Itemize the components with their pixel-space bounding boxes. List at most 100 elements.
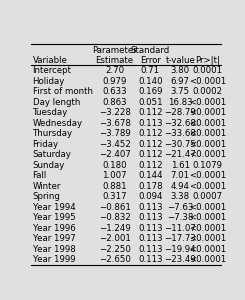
Text: 0.71: 0.71 xyxy=(141,66,160,75)
Text: <0.0001: <0.0001 xyxy=(189,255,226,264)
Text: −3.789: −3.789 xyxy=(99,129,131,138)
Text: Holiday: Holiday xyxy=(33,76,65,85)
Text: Variable: Variable xyxy=(33,56,67,64)
Text: Winter: Winter xyxy=(33,182,61,191)
Text: 0.180: 0.180 xyxy=(102,161,127,170)
Text: 0.112: 0.112 xyxy=(138,108,163,117)
Text: −3.228: −3.228 xyxy=(99,108,131,117)
Text: Standard: Standard xyxy=(131,46,170,56)
Text: 7.01: 7.01 xyxy=(171,171,190,180)
Text: 0.112: 0.112 xyxy=(138,129,163,138)
Text: <0.0001: <0.0001 xyxy=(189,140,226,149)
Text: −3.452: −3.452 xyxy=(99,140,131,149)
Text: Spring: Spring xyxy=(33,192,61,201)
Text: 0.113: 0.113 xyxy=(138,224,163,233)
Text: 0.113: 0.113 xyxy=(138,203,163,212)
Text: <0.0001: <0.0001 xyxy=(189,245,226,254)
Text: Tuesday: Tuesday xyxy=(33,108,68,117)
Text: 0.113: 0.113 xyxy=(138,245,163,254)
Text: −2.001: −2.001 xyxy=(99,234,131,243)
Text: 0.051: 0.051 xyxy=(138,98,163,106)
Text: 0.1079: 0.1079 xyxy=(192,161,222,170)
Text: Parameter: Parameter xyxy=(92,46,137,56)
Text: −23.49: −23.49 xyxy=(164,255,196,264)
Text: Fall: Fall xyxy=(33,171,47,180)
Text: Year 1996: Year 1996 xyxy=(33,224,75,233)
Text: 0.881: 0.881 xyxy=(102,182,127,191)
Text: Estimate: Estimate xyxy=(96,56,134,64)
Text: Intercept: Intercept xyxy=(33,66,72,75)
Text: 0.178: 0.178 xyxy=(138,182,163,191)
Text: 0.113: 0.113 xyxy=(138,255,163,264)
Text: Sunday: Sunday xyxy=(33,161,65,170)
Text: −11.07: −11.07 xyxy=(164,224,196,233)
Text: −19.94: −19.94 xyxy=(165,245,196,254)
Text: −3.678: −3.678 xyxy=(99,118,131,127)
Text: Year 1999: Year 1999 xyxy=(33,255,75,264)
Text: 3.38: 3.38 xyxy=(171,192,190,201)
Text: 0.094: 0.094 xyxy=(138,192,162,201)
Text: 1.007: 1.007 xyxy=(102,171,127,180)
Text: 0.863: 0.863 xyxy=(102,98,127,106)
Text: Friday: Friday xyxy=(33,140,59,149)
Text: 0.0007: 0.0007 xyxy=(192,192,222,201)
Text: −7.38: −7.38 xyxy=(167,213,194,222)
Text: <0.0001: <0.0001 xyxy=(189,98,226,106)
Text: <0.0001: <0.0001 xyxy=(189,182,226,191)
Text: Year 1998: Year 1998 xyxy=(33,245,75,254)
Text: 0.113: 0.113 xyxy=(138,234,163,243)
Text: −2.407: −2.407 xyxy=(99,150,131,159)
Text: 0.0002: 0.0002 xyxy=(192,87,222,96)
Text: Day length: Day length xyxy=(33,98,80,106)
Text: <0.0001: <0.0001 xyxy=(189,203,226,212)
Text: <0.0001: <0.0001 xyxy=(189,76,226,85)
Text: 6.97: 6.97 xyxy=(171,76,190,85)
Text: −17.73: −17.73 xyxy=(164,234,196,243)
Text: −28.79: −28.79 xyxy=(164,108,196,117)
Text: −30.75: −30.75 xyxy=(164,140,196,149)
Text: 0.169: 0.169 xyxy=(138,87,162,96)
Text: 0.112: 0.112 xyxy=(138,150,163,159)
Text: <0.0001: <0.0001 xyxy=(189,150,226,159)
Text: Error: Error xyxy=(140,56,161,64)
Text: −0.861: −0.861 xyxy=(99,203,131,212)
Text: <0.0001: <0.0001 xyxy=(189,129,226,138)
Text: <0.0001: <0.0001 xyxy=(189,118,226,127)
Text: 2.70: 2.70 xyxy=(105,66,124,75)
Text: −2.650: −2.650 xyxy=(99,255,131,264)
Text: Saturday: Saturday xyxy=(33,150,71,159)
Text: Year 1995: Year 1995 xyxy=(33,213,75,222)
Text: 0.113: 0.113 xyxy=(138,118,163,127)
Text: <0.0001: <0.0001 xyxy=(189,224,226,233)
Text: −7.63: −7.63 xyxy=(167,203,194,212)
Text: Year 1994: Year 1994 xyxy=(33,203,75,212)
Text: Year 1997: Year 1997 xyxy=(33,234,75,243)
Text: Pr>|t|: Pr>|t| xyxy=(195,56,220,64)
Text: 1.61: 1.61 xyxy=(171,161,190,170)
Text: <0.0001: <0.0001 xyxy=(189,108,226,117)
Text: −2.250: −2.250 xyxy=(99,245,131,254)
Text: First of month: First of month xyxy=(33,87,93,96)
Text: 3.75: 3.75 xyxy=(171,87,190,96)
Text: −32.68: −32.68 xyxy=(164,118,196,127)
Text: 0.979: 0.979 xyxy=(102,76,127,85)
Text: t-value: t-value xyxy=(165,56,195,64)
Text: −1.249: −1.249 xyxy=(99,224,131,233)
Text: 0.113: 0.113 xyxy=(138,213,163,222)
Text: 0.112: 0.112 xyxy=(138,140,163,149)
Text: −33.68: −33.68 xyxy=(164,129,196,138)
Text: 16.83: 16.83 xyxy=(168,98,193,106)
Text: 0.633: 0.633 xyxy=(102,87,127,96)
Text: <0.0001: <0.0001 xyxy=(189,171,226,180)
Text: <0.0001: <0.0001 xyxy=(189,234,226,243)
Text: Wednesday: Wednesday xyxy=(33,118,83,127)
Text: 0.144: 0.144 xyxy=(138,171,163,180)
Text: 0.140: 0.140 xyxy=(138,76,163,85)
Text: <0.0001: <0.0001 xyxy=(189,213,226,222)
Text: 0.0001: 0.0001 xyxy=(192,66,222,75)
Text: −21.47: −21.47 xyxy=(164,150,196,159)
Text: 0.317: 0.317 xyxy=(102,192,127,201)
Text: Thursday: Thursday xyxy=(33,129,73,138)
Text: 4.94: 4.94 xyxy=(171,182,190,191)
Text: −0.832: −0.832 xyxy=(99,213,131,222)
